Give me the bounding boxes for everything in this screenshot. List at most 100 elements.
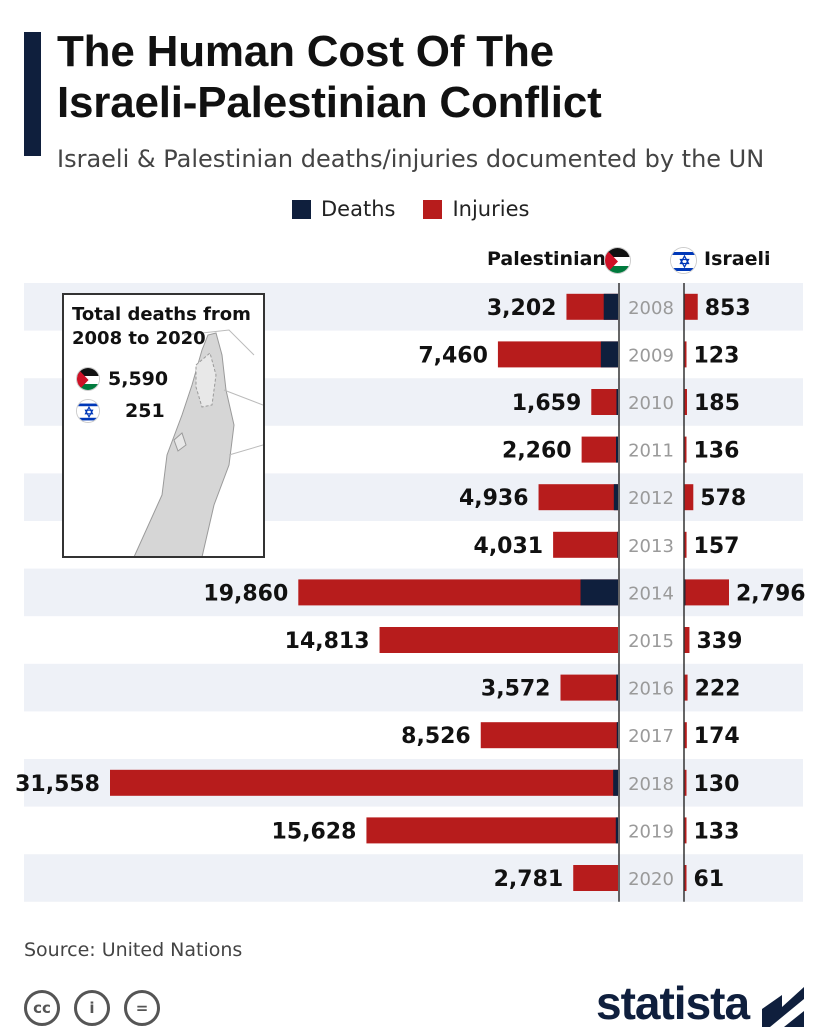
year-label: 2015 (628, 631, 674, 652)
palestinian-deaths-bar (616, 722, 618, 749)
palestinian-injuries-bar (560, 674, 618, 701)
palestinian-value-label: 1,659 (512, 391, 582, 416)
title-accent-bar (24, 32, 41, 156)
year-label: 2019 (628, 821, 674, 842)
palestinian-value-label: 4,936 (459, 486, 529, 511)
israeli-injuries-bar (684, 389, 687, 415)
palestinian-injuries-bar (110, 769, 618, 796)
inset-palestinian-value: 5,590 (108, 368, 169, 390)
palestinian-injuries-bar (497, 341, 618, 368)
palestinian-deaths-bar (615, 817, 618, 844)
israeli-column-label: Israeli (704, 248, 771, 270)
israeli-value-label: 185 (694, 391, 740, 416)
israeli-flag-icon (670, 247, 697, 274)
total-deaths-inset: Total deaths from 2008 to 2020 5,590 251 (62, 293, 265, 558)
inset-palestinian-flag-icon (76, 367, 100, 391)
year-label: 2009 (628, 345, 674, 366)
palestinian-deaths-bar (613, 769, 618, 796)
palestinian-value-label: 3,572 (481, 677, 551, 702)
legend-item-injuries: Injuries (423, 197, 529, 221)
palestinian-column-label: Palestinian (487, 248, 606, 270)
legend-label-deaths: Deaths (321, 197, 396, 221)
israeli-injuries-bar (684, 769, 687, 796)
palestinian-injuries-bar (480, 722, 618, 749)
israeli-value-label: 339 (696, 629, 742, 654)
israeli-injuries-bar (684, 341, 687, 368)
year-label: 2017 (628, 726, 674, 747)
palestinian-deaths-bar (616, 389, 618, 415)
israeli-value-label: 174 (694, 724, 740, 749)
palestinian-injuries-bar (591, 389, 618, 415)
palestinian-deaths-bar (617, 531, 618, 558)
palestinian-injuries-bar (298, 579, 618, 606)
no-derivatives-icon[interactable]: = (124, 990, 160, 1026)
palestinian-deaths-bar (600, 341, 618, 368)
year-label: 2008 (628, 298, 674, 319)
palestinian-injuries-bar (538, 484, 618, 511)
israeli-injuries-bar (684, 722, 687, 749)
israeli-value-label: 123 (694, 343, 740, 368)
palestinian-value-label: 7,460 (418, 343, 488, 368)
israeli-injuries-bar (684, 579, 729, 606)
legend-label-injuries: Injuries (452, 197, 530, 221)
source-note: Source: United Nations (24, 939, 243, 961)
palestinian-injuries-bar (379, 627, 618, 653)
israeli-value-label: 222 (695, 677, 741, 702)
palestinian-value-label: 3,202 (487, 296, 557, 321)
palestinian-flag-icon (604, 247, 631, 274)
legend-swatch-deaths (292, 199, 311, 219)
palestinian-value-label: 8,526 (401, 724, 471, 749)
israeli-value-label: 61 (694, 867, 725, 892)
israeli-injuries-bar (684, 436, 687, 463)
palestinian-injuries-bar (366, 817, 618, 844)
israeli-injuries-bar (684, 817, 687, 844)
year-label: 2010 (628, 393, 674, 414)
palestinian-value-label: 2,260 (502, 439, 572, 464)
israeli-value-label: 133 (694, 819, 740, 844)
israeli-injuries-bar (684, 293, 698, 320)
statista-logo: statista (596, 977, 750, 1029)
year-label: 2014 (628, 583, 674, 604)
inset-title: Total deaths from 2008 to 2020 (72, 304, 251, 349)
israeli-value-label: 853 (705, 296, 751, 321)
row-band (24, 663, 803, 712)
palestinian-value-label: 15,628 (272, 819, 357, 844)
year-label: 2012 (628, 488, 674, 509)
israeli-value-label: 136 (694, 439, 740, 464)
palestinian-value-label: 14,813 (285, 629, 370, 654)
palestinian-deaths-bar (603, 293, 618, 320)
israeli-value-label: 2,796 (736, 581, 806, 606)
year-label: 2011 (628, 441, 674, 462)
palestinian-value-label: 19,860 (203, 581, 288, 606)
israeli-value-label: 578 (700, 486, 746, 511)
palestinian-value-label: 31,558 (15, 772, 100, 797)
palestinian-deaths-bar (616, 674, 618, 701)
israeli-injuries-bar (684, 627, 690, 653)
palestinian-deaths-bar (580, 579, 618, 606)
palestinian-value-label: 2,781 (494, 867, 564, 892)
subtitle: Israeli & Palestinian deaths/injuries do… (57, 145, 765, 173)
title-line-2: Israeli-Palestinian Conflict (57, 78, 602, 127)
palestinian-injuries-bar (553, 531, 618, 558)
israeli-value-label: 130 (694, 772, 740, 797)
year-label: 2020 (628, 869, 674, 890)
legend-swatch-injuries (423, 199, 443, 219)
year-label: 2018 (628, 774, 674, 795)
year-label: 2016 (628, 679, 674, 700)
row-band (24, 854, 803, 902)
inset-israeli-total: 251 (76, 399, 165, 423)
inset-israeli-flag-icon (76, 399, 100, 423)
israel-map-icon (133, 329, 263, 556)
israeli-injuries-bar (684, 674, 688, 701)
attribution-icon[interactable]: i (74, 990, 110, 1026)
israeli-value-label: 157 (694, 534, 740, 559)
palestinian-value-label: 4,031 (474, 534, 544, 559)
cc-license-icon[interactable]: cc (24, 990, 60, 1026)
year-label: 2013 (628, 536, 674, 557)
israeli-injuries-bar (684, 531, 687, 558)
title-line-1: The Human Cost Of The (57, 27, 554, 76)
israeli-injuries-bar (684, 484, 694, 511)
palestinian-injuries-bar (573, 865, 618, 891)
israeli-injuries-bar (684, 865, 687, 891)
